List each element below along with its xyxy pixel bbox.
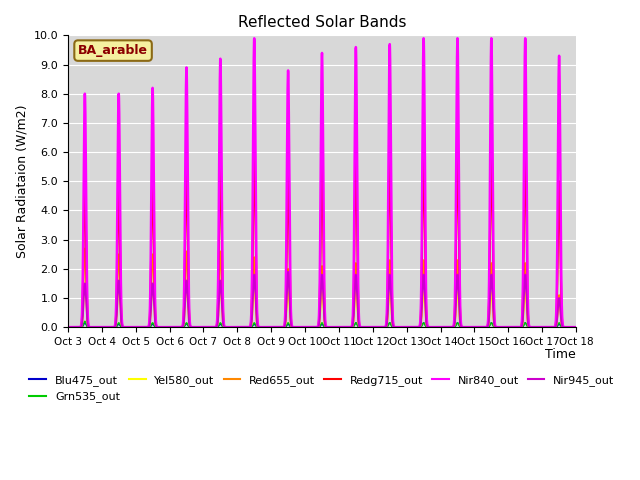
Grn535_out [237,324,244,330]
Line: Nir945_out: Nir945_out [68,272,576,327]
Redg715_out [450,324,458,329]
Nir945_out [450,324,458,330]
Blu475_out [450,324,458,330]
Blu475_out [436,324,444,330]
Blu475_out [305,324,312,330]
Redg715_out [545,324,552,330]
Nir840_out [450,323,458,328]
Red655_out [450,324,458,330]
Redg715_out [572,324,580,330]
Blu475_out [237,324,244,330]
Red655_out [551,324,559,330]
Yel580_out [81,280,89,286]
Text: BA_arable: BA_arable [78,44,148,57]
Grn535_out [450,324,458,330]
Grn535_out [572,324,580,330]
Nir840_out [572,324,580,330]
Nir840_out [551,324,559,330]
Nir840_out [522,36,529,41]
Nir945_out [64,324,72,330]
Line: Redg715_out: Redg715_out [68,146,576,327]
Yel580_out [450,324,458,330]
Blu475_out [81,320,89,325]
Red655_out [64,324,72,330]
Redg715_out [305,324,312,330]
Redg715_out [237,324,244,330]
Line: Red655_out: Red655_out [68,248,576,327]
Redg715_out [64,324,72,330]
Redg715_out [551,324,559,330]
Nir945_out [545,324,552,330]
Line: Blu475_out: Blu475_out [68,323,576,327]
Red655_out [545,324,552,330]
Red655_out [237,324,244,330]
Red655_out [81,245,89,251]
Yel580_out [64,324,72,330]
Blu475_out [64,324,72,330]
Yel580_out [551,324,559,330]
Yel580_out [572,324,580,330]
Y-axis label: Solar Radiataion (W/m2): Solar Radiataion (W/m2) [15,105,28,258]
X-axis label: Time: Time [545,348,576,361]
Redg715_out [522,144,529,149]
Nir945_out [551,324,559,330]
Nir945_out [284,269,292,275]
Line: Yel580_out: Yel580_out [68,283,576,327]
Grn535_out [436,324,444,330]
Line: Nir840_out: Nir840_out [68,38,576,327]
Red655_out [572,324,580,330]
Nir840_out [64,324,72,330]
Line: Grn535_out: Grn535_out [68,321,576,327]
Nir840_out [435,324,443,330]
Red655_out [436,324,444,330]
Grn535_out [81,318,89,324]
Grn535_out [305,324,312,330]
Nir840_out [545,324,552,330]
Nir945_out [572,324,580,330]
Legend: Blu475_out, Grn535_out, Yel580_out, Red655_out, Redg715_out, Nir840_out, Nir945_: Blu475_out, Grn535_out, Yel580_out, Red6… [25,371,619,407]
Grn535_out [545,324,552,330]
Grn535_out [64,324,72,330]
Blu475_out [551,324,559,330]
Yel580_out [237,324,244,330]
Nir840_out [305,324,312,330]
Nir840_out [237,324,244,330]
Red655_out [305,324,312,330]
Yel580_out [305,324,312,330]
Grn535_out [551,324,559,330]
Yel580_out [436,324,444,330]
Nir945_out [436,324,444,330]
Title: Reflected Solar Bands: Reflected Solar Bands [237,15,406,30]
Redg715_out [435,324,443,330]
Nir945_out [237,324,244,330]
Blu475_out [545,324,552,330]
Nir945_out [305,324,312,330]
Yel580_out [545,324,552,330]
Blu475_out [572,324,580,330]
